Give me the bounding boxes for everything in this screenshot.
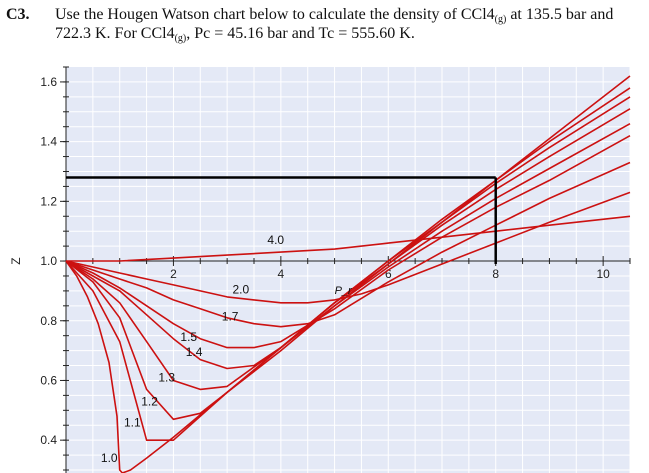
x-tick-label: 6 [385, 267, 392, 281]
isotherm-curve [65, 191, 631, 304]
y-tick-label: 0.4 [40, 433, 57, 447]
curve-label: 1.7 [222, 309, 239, 323]
plot-background [66, 67, 630, 473]
y-axis-title: Z [9, 257, 23, 264]
isotherm-curve [65, 161, 631, 328]
question-line-1-subscript: (g) [494, 14, 507, 25]
question-number: C3. [6, 6, 30, 23]
curve-label: 4.0 [267, 233, 284, 247]
question-line-2-text-b: , Pc = 45.16 bar and Tc = 555.60 K. [186, 25, 415, 42]
curve-label: 1.1 [124, 415, 141, 429]
curve-label: 1.0 [101, 451, 118, 465]
isotherm-curve [66, 215, 631, 262]
isotherm-curve [65, 108, 631, 391]
x-tick-label: 4 [278, 267, 285, 281]
hougen-watson-chart: 0.40.60.81.01.21.41.6Z2 4 6 8 101.01.11.21.3… [9, 66, 631, 473]
x-tick-label: 8 [492, 267, 499, 281]
y-tick-label: 1.2 [40, 194, 57, 208]
y-tick-label: 1.6 [40, 75, 57, 89]
curve-label: 1.3 [158, 370, 175, 384]
isotherm-curve [65, 96, 631, 421]
curve-label: 1.2 [141, 394, 158, 408]
curve-label: 2.0 [233, 282, 250, 296]
question-line-2-subscript: (g) [174, 33, 187, 44]
pr-annotation: P_r [335, 285, 353, 297]
curve-label: 1.5 [180, 330, 197, 344]
grid [66, 67, 631, 473]
question-line-1: Use the Hougen Watson chart below to cal… [55, 5, 613, 26]
question-line-2-text-a: 722.3 K. For CCl4 [55, 25, 175, 42]
question-line-1-text-a: Use the Hougen Watson chart below to cal… [55, 6, 495, 23]
isotherm-curve [65, 135, 631, 349]
x-tick-label: 2 [170, 267, 177, 281]
curve-label: 1.4 [186, 345, 203, 359]
question-line-1-text-b: at 135.5 bar and [506, 6, 614, 23]
y-tick-label: 1.4 [40, 135, 57, 149]
question-line-2: 722.3 K. For CCl4(g), Pc = 45.16 bar and… [55, 24, 415, 45]
y-tick-label: 1.0 [40, 254, 57, 268]
y-tick-label: 0.6 [40, 373, 57, 387]
x-tick-label: 10 [596, 267, 610, 281]
isotherm-curve [65, 123, 631, 370]
isotherm-curves [65, 75, 631, 473]
y-tick-label: 0.8 [40, 314, 57, 328]
question: C3. Use the Hougen Watson chart below to… [0, 0, 649, 50]
